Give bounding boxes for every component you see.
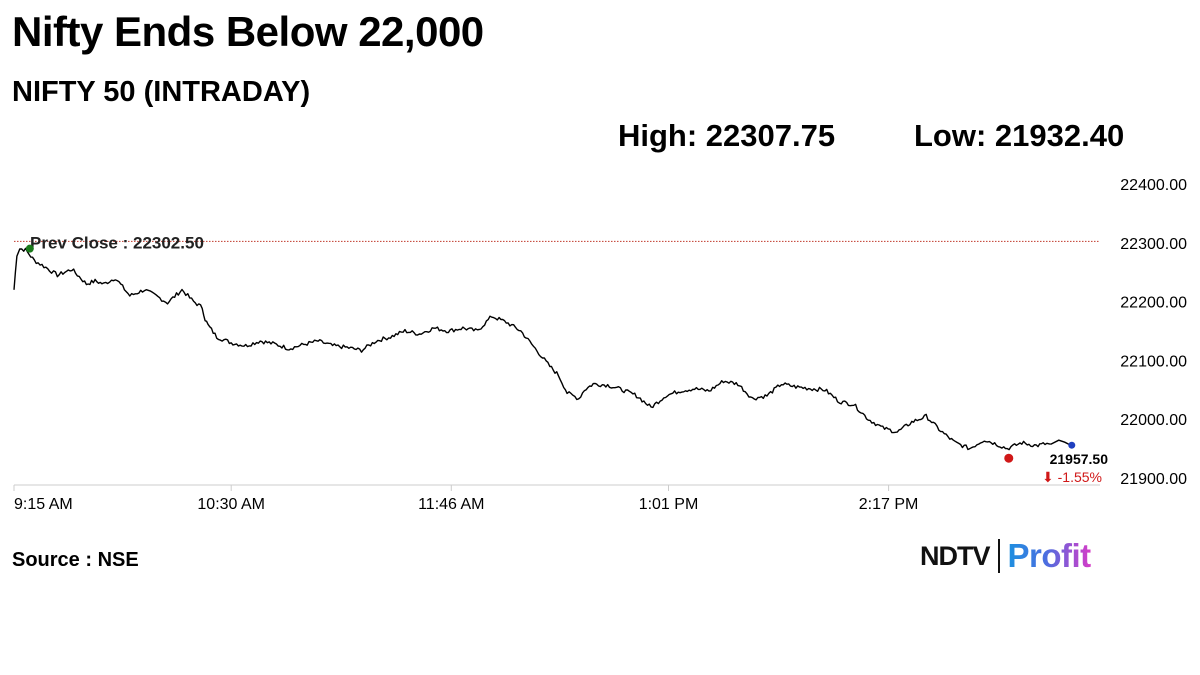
brand-logo: NDTV Profit [920, 536, 1091, 576]
x-tick-label: 1:01 PM [639, 496, 699, 513]
current-marker [1068, 441, 1076, 449]
change-percent-label: ⬇ -1.55% [1042, 469, 1102, 485]
start-marker [25, 244, 34, 253]
last-value-label: 21957.50 [1050, 451, 1109, 467]
x-tick-label: 10:30 AM [197, 496, 265, 513]
prev-close-label: Prev Close : 22302.50 [30, 233, 204, 252]
chart-subtitle: NIFTY 50 (INTRADAY) [12, 76, 311, 108]
source-credit: Source : NSE [12, 549, 139, 571]
x-axis: 9:15 AM 10:30 AM 11:46 AM 1:01 PM 2:17 PM [13, 484, 1100, 513]
price-line-tail [1050, 439, 1072, 446]
x-tick-label: 11:46 AM [418, 496, 484, 513]
y-tick-label: 22300.00 [1120, 236, 1187, 253]
brand-divider [997, 539, 1000, 573]
x-tick-label: 2:17 PM [859, 496, 919, 513]
y-tick-label: 22000.00 [1120, 412, 1187, 429]
markers-group: 21957.50 ⬇ -1.55% [25, 244, 1109, 485]
day-high-value: High: 22307.75 [618, 118, 836, 153]
day-low-value: Low: 21932.40 [914, 118, 1125, 153]
y-axis: 22400.00 22300.00 22200.00 22100.00 22000.00… [1120, 177, 1187, 488]
y-tick-label: 22400.00 [1120, 177, 1187, 194]
brand-ndtv-text: NDTV [920, 540, 990, 571]
prev-close-group: Prev Close : 22302.50 [14, 233, 1100, 252]
brand-profit-text: Profit [1007, 537, 1092, 574]
intraday-line-chart: 22400.00 22300.00 22200.00 22100.00 22000.00… [13, 177, 1187, 513]
y-tick-label: 22100.00 [1120, 353, 1187, 370]
nifty-price-line [13, 247, 1051, 451]
y-tick-label: 21900.00 [1120, 471, 1187, 488]
headline: Nifty Ends Below 22,000 [12, 8, 484, 55]
x-tick-label: 9:15 AM [14, 496, 73, 513]
last-value-marker [1004, 453, 1014, 463]
y-tick-label: 22200.00 [1120, 295, 1187, 312]
series-group [13, 247, 1072, 451]
